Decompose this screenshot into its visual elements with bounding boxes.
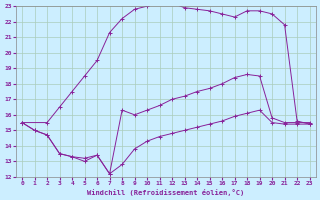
X-axis label: Windchill (Refroidissement éolien,°C): Windchill (Refroidissement éolien,°C) — [87, 189, 244, 196]
